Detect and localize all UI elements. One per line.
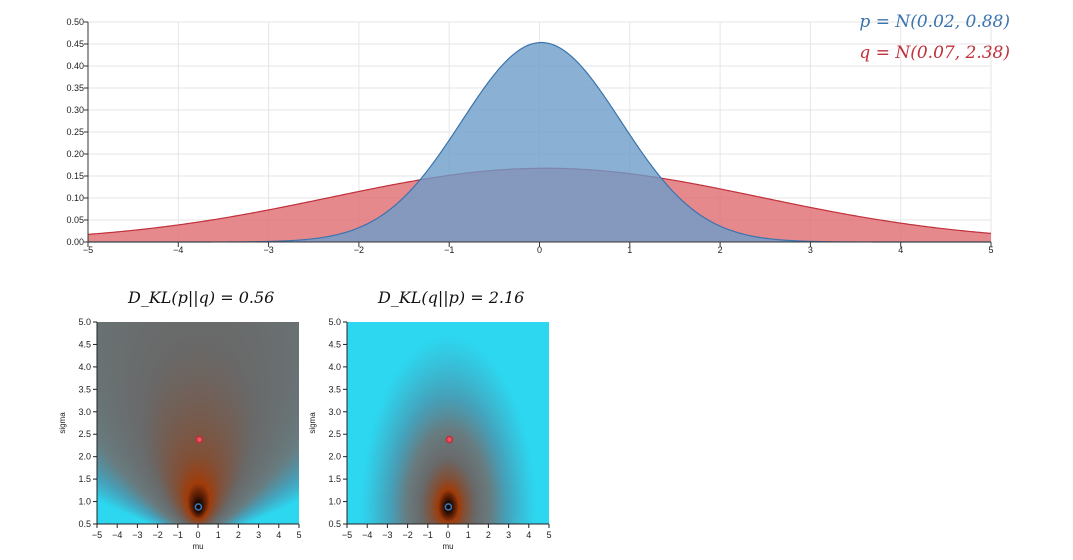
heat-x-tick-label: 1 bbox=[466, 530, 471, 540]
marker-p bbox=[444, 503, 453, 511]
heat-x-tick-label: −4 bbox=[112, 530, 122, 540]
x-tick-label: −4 bbox=[173, 245, 183, 255]
heat-y-tick-label: 1.0 bbox=[328, 497, 341, 507]
heat-y-tick-label: 2.5 bbox=[328, 429, 341, 439]
heat-x-tick-label: 4 bbox=[526, 530, 531, 540]
heat-x-tick-label: −3 bbox=[382, 530, 392, 540]
marker-p bbox=[194, 503, 203, 511]
heat-x-tick-label: 2 bbox=[486, 530, 491, 540]
y-tick-label: 0.15 bbox=[66, 171, 84, 181]
marker-q bbox=[195, 435, 204, 444]
heat-x-tick-label: −1 bbox=[423, 530, 433, 540]
heat-x-tick-label: 5 bbox=[546, 530, 551, 540]
heat-y-tick-label: 2.0 bbox=[328, 452, 341, 462]
kl-qp-title: D_KL(q||p) = 2.16 bbox=[378, 288, 525, 307]
heat-x-tick-label: 0 bbox=[195, 530, 200, 540]
heat-y-tick-label: 2.0 bbox=[78, 452, 91, 462]
heat-y-tick-label: 5.0 bbox=[78, 317, 91, 327]
heat-x-tick-label: 1 bbox=[216, 530, 221, 540]
legend-q: q = N(0.07, 2.38) bbox=[859, 43, 1010, 63]
heat-x-tick-label: 0 bbox=[445, 530, 450, 540]
x-tick-label: 2 bbox=[718, 245, 723, 255]
heat-x-tick-label: 3 bbox=[256, 530, 261, 540]
y-tick-label: 0.35 bbox=[66, 83, 84, 93]
heat-x-tick-label: −1 bbox=[173, 530, 183, 540]
marker-q bbox=[445, 435, 454, 444]
heat-x-tick-label: 2 bbox=[236, 530, 241, 540]
heat-y-tick-label: 4.5 bbox=[78, 339, 91, 349]
heat-x-label: mu bbox=[192, 542, 203, 551]
x-tick-label: 5 bbox=[988, 245, 993, 255]
x-tick-label: 4 bbox=[898, 245, 903, 255]
x-tick-label: −2 bbox=[354, 245, 364, 255]
heat-y-label: sigma bbox=[58, 412, 67, 434]
x-tick-label: −5 bbox=[83, 245, 93, 255]
kl-qp-axes: −5 −4 −3 −2 −1 0 1 2 3 4 5 0.5 1.0 1.5 2.0 2.5 3.0 3.5 4.0… bbox=[308, 317, 552, 551]
heat-y-tick-label: 1.5 bbox=[328, 474, 341, 484]
x-tick-label: 1 bbox=[627, 245, 632, 255]
x-tick-label: −1 bbox=[444, 245, 454, 255]
kl-pq-title: D_KL(p||q) = 0.56 bbox=[128, 288, 275, 307]
heat-x-tick-label: 3 bbox=[506, 530, 511, 540]
y-tick-label: 0.40 bbox=[66, 61, 84, 71]
heat-x-tick-label: −3 bbox=[132, 530, 142, 540]
kl-pq-axes: −5 −4 −3 −2 −1 0 1 2 3 4 5 0.5 1.0 1.5 2.0 2.5 3.0 3.5 4.0… bbox=[58, 317, 302, 551]
y-tick-label: 0.00 bbox=[66, 237, 84, 247]
heat-y-tick-label: 4.0 bbox=[78, 362, 91, 372]
heat-y-tick-label: 0.5 bbox=[78, 519, 91, 529]
heat-y-tick-label: 4.5 bbox=[328, 339, 341, 349]
x-tick-label: −3 bbox=[263, 245, 273, 255]
heat-y-tick-label: 3.0 bbox=[78, 407, 91, 417]
x-tick-label: 3 bbox=[808, 245, 813, 255]
heat-y-tick-label: 2.5 bbox=[78, 429, 91, 439]
heat-y-tick-label: 3.5 bbox=[328, 384, 341, 394]
y-tick-label: 0.20 bbox=[66, 149, 84, 159]
y-tick-label: 0.50 bbox=[66, 17, 84, 27]
kl-qp-heatmap-canvas bbox=[347, 322, 549, 524]
heat-y-tick-label: 4.0 bbox=[328, 362, 341, 372]
heat-y-tick-label: 0.5 bbox=[328, 519, 341, 529]
y-tick-label: 0.30 bbox=[66, 105, 84, 115]
kl-qp-heatmap: −5 −4 −3 −2 −1 0 1 2 3 4 5 0.5 1.0 1.5 2.0 2.5 3.0 3.5 4.0… bbox=[300, 310, 560, 560]
heat-y-tick-label: 1.5 bbox=[78, 474, 91, 484]
heat-y-tick-label: 3.5 bbox=[78, 384, 91, 394]
y-tick-label: 0.45 bbox=[66, 39, 84, 49]
y-tick-label: 0.10 bbox=[66, 193, 84, 203]
kl-pq-heatmap: −5 −4 −3 −2 −1 0 1 2 3 4 5 0.5 1.0 1.5 2.0 2.5 3.0 3.5 4.0… bbox=[50, 310, 310, 560]
y-tick-label: 0.25 bbox=[66, 127, 84, 137]
heat-x-tick-label: 4 bbox=[276, 530, 281, 540]
heat-x-tick-label: −5 bbox=[92, 530, 102, 540]
heat-y-tick-label: 5.0 bbox=[328, 317, 341, 327]
kl-pq-heatmap-canvas bbox=[97, 322, 299, 524]
heat-x-tick-label: −5 bbox=[342, 530, 352, 540]
heat-y-tick-label: 3.0 bbox=[328, 407, 341, 417]
density-chart: −5 −4 −3 −2 −1 0 1 2 3 4 5 0.00 0.05 0.10 0.15 0.20 0.25… bbox=[66, 17, 993, 255]
heat-y-tick-label: 1.0 bbox=[78, 497, 91, 507]
series-p-area bbox=[88, 42, 991, 242]
legend-p: p = N(0.02, 0.88) bbox=[859, 12, 1010, 32]
heat-x-tick-label: −2 bbox=[152, 530, 162, 540]
heat-x-tick-label: −2 bbox=[402, 530, 412, 540]
heat-x-tick-label: 5 bbox=[296, 530, 301, 540]
y-tick-label: 0.05 bbox=[66, 215, 84, 225]
heat-x-label: mu bbox=[442, 542, 453, 551]
heat-x-tick-label: −4 bbox=[362, 530, 372, 540]
heat-y-label: sigma bbox=[308, 412, 317, 434]
x-tick-label: 0 bbox=[537, 245, 542, 255]
